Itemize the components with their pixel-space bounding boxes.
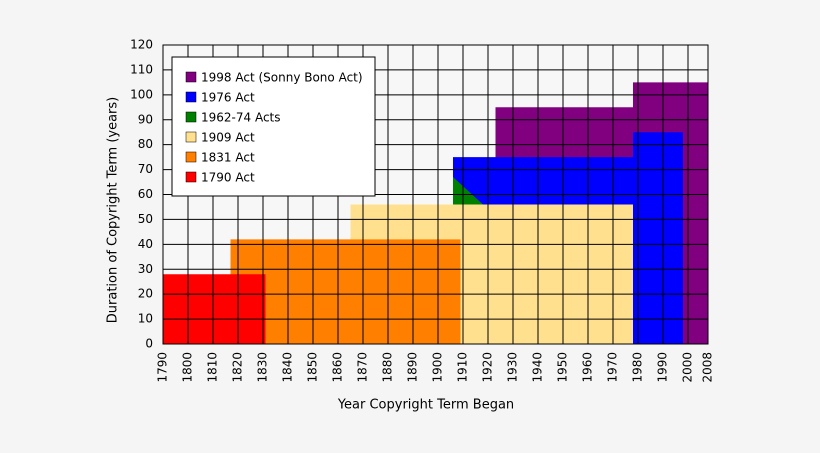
x-tick-label: 1850	[306, 352, 320, 383]
x-tick-label: 1880	[381, 352, 395, 383]
legend-swatch	[185, 171, 197, 183]
y-tick-label: 70	[138, 162, 153, 176]
legend-swatch	[185, 71, 197, 83]
y-tick-label: 110	[130, 62, 153, 76]
x-tick-label: 1950	[556, 352, 570, 383]
x-tick-label: 1840	[281, 352, 295, 383]
y-tick-label: 40	[138, 237, 153, 251]
area	[453, 177, 483, 205]
x-tick-label: 1940	[531, 352, 545, 383]
x-tick-label: 1860	[331, 352, 345, 383]
legend-swatch	[185, 151, 197, 163]
x-axis-label: Year Copyright Term Began	[337, 398, 514, 413]
x-tick-label: 1920	[481, 352, 495, 383]
y-tick-label: 60	[138, 187, 153, 201]
x-tick-label: 1930	[506, 352, 520, 383]
legend-label: 1998 Act (Sonny Bono Act)	[201, 71, 363, 85]
x-tick-label: 1820	[231, 352, 245, 383]
x-tick-label: 1830	[256, 352, 270, 383]
legend-swatch	[185, 131, 197, 143]
legend-label: 1909 Act	[201, 131, 255, 145]
y-tick-label: 90	[138, 112, 153, 126]
x-tick-label: 1810	[206, 352, 220, 383]
y-tick-label: 10	[138, 312, 153, 326]
x-tick-label: 2000	[681, 352, 695, 383]
x-tick-label: 2008	[701, 352, 715, 383]
y-tick-label: 120	[130, 38, 153, 52]
x-tick-label: 1970	[606, 352, 620, 383]
legend-label: 1831 Act	[201, 151, 255, 165]
x-tick-label: 1800	[181, 352, 195, 383]
y-tick-label: 0	[145, 337, 153, 351]
y-tick-label: 20	[138, 287, 153, 301]
legend-label: 1976 Act	[201, 91, 255, 105]
plot-border	[162, 44, 709, 345]
y-tick-label: 30	[138, 262, 153, 276]
x-tick-label: 1890	[406, 352, 420, 383]
legend-label: 1790 Act	[201, 171, 255, 185]
legend-swatch	[185, 91, 197, 103]
x-tick-label: 1910	[456, 352, 470, 383]
x-tick-label: 1790	[156, 352, 170, 383]
x-tick-label: 1990	[656, 352, 670, 383]
y-tick-label: 80	[138, 137, 153, 151]
legend-box	[171, 56, 376, 197]
x-tick-label: 1870	[356, 352, 370, 383]
area	[163, 274, 266, 344]
x-tick-label: 1980	[631, 352, 645, 383]
y-tick-label: 100	[130, 87, 153, 101]
y-axis-label: Duration of Copyright Term (years)	[106, 97, 121, 323]
legend-label: 1962-74 Acts	[201, 111, 281, 125]
y-tick-label: 50	[138, 212, 153, 226]
x-tick-label: 1900	[431, 352, 445, 383]
legend-swatch	[185, 111, 197, 123]
x-tick-label: 1960	[581, 352, 595, 383]
